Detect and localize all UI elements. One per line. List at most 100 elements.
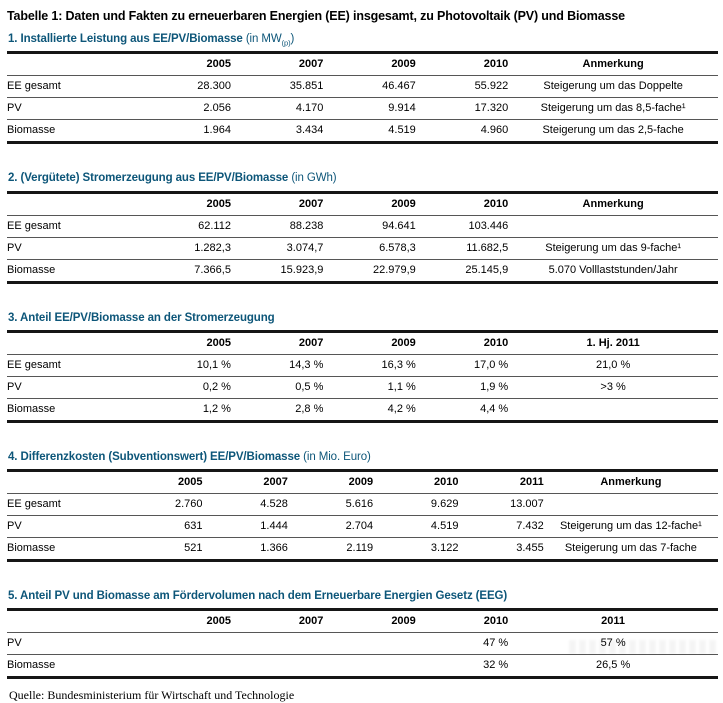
value-cell: 17.320	[474, 102, 509, 115]
value-cell: 2.704	[345, 520, 374, 533]
section-heading-unit: (in GWh)	[288, 172, 336, 184]
section-heading-text: 4. Differenzkosten (Subventionswert) EE/…	[8, 450, 301, 463]
value-cell: 11.682,5	[466, 241, 509, 254]
row-label: Biomasse	[7, 542, 56, 555]
value-cell: 9.629	[430, 498, 459, 511]
header-cell-year: 2007	[298, 58, 324, 71]
header-cell-year: 2010	[483, 615, 509, 628]
row-label: PV	[7, 637, 22, 650]
value-cell: 4.960	[480, 124, 509, 137]
header-row: 2005 2007 2009 2010 2011	[7, 611, 718, 633]
header-row: 2005 2007 2009 2010 Anmerkung	[7, 54, 718, 76]
row-label: Biomasse	[7, 263, 56, 276]
section-heading-text: 1. Installierte Leistung aus EE/PV/Bioma…	[8, 33, 243, 45]
row-label: PV	[7, 380, 22, 393]
value-cell: 32 %	[483, 659, 509, 672]
value-cell: 28.300	[197, 80, 231, 93]
value-cell: 15.923,9	[280, 263, 324, 276]
header-cell	[7, 54, 139, 76]
value-cell: 1.964	[203, 124, 231, 137]
value-cell	[139, 633, 231, 655]
header-cell-year: 2009	[348, 476, 374, 489]
header-cell-year: 2005	[206, 197, 231, 210]
data-table: 2005 2007 2009 2010 Anmerkung EE gesamt …	[7, 54, 718, 144]
value-cell: 4.528	[260, 498, 288, 511]
unit-subscript: (p)	[281, 38, 291, 48]
value-cell: 7.366,5	[194, 263, 231, 276]
value-cell: 4,2 %	[387, 402, 416, 415]
header-cell-year: 2007	[298, 615, 324, 628]
header-cell-year: 2010	[433, 476, 459, 489]
header-cell-year: 2009	[391, 197, 416, 210]
value-cell: 631	[184, 520, 203, 533]
value-cell: 9.914	[388, 102, 416, 115]
section-heading-text: 2. (Vergütete) Stromerzeugung aus EE/PV/…	[8, 172, 289, 185]
header-cell	[7, 333, 139, 355]
value-cell	[231, 633, 323, 655]
value-cell: 17,0 %	[473, 358, 509, 371]
header-cell-year: 2005	[206, 615, 231, 628]
header-cell-year: 2010	[483, 197, 509, 210]
header-cell	[7, 611, 139, 633]
value-cell: 46.467	[382, 80, 416, 93]
value-cell: 16,3 %	[381, 358, 416, 371]
header-cell-note: 1. Hj. 2011	[586, 336, 640, 349]
value-cell: 4.170	[295, 102, 324, 115]
value-cell: 1.444	[260, 520, 288, 533]
value-cell	[323, 655, 415, 678]
table-row: PV 47 % 57 %	[7, 633, 718, 655]
value-cell: 25.145,9	[465, 263, 509, 276]
data-table: 2005 2007 2009 2010 2011 Anmerkung EE ge…	[7, 472, 718, 562]
header-cell-year: 2009	[391, 336, 416, 349]
section-heading: 5. Anteil PV und Biomasse am Fördervolum…	[7, 590, 718, 612]
section-eeg-share: 5. Anteil PV und Biomasse am Fördervolum…	[7, 590, 718, 679]
value-cell: 0,2 %	[202, 380, 231, 393]
table-row: PV 2.056 4.170 9.914 17.320 Steigerung u…	[7, 98, 718, 120]
value-cell: 3.122	[430, 542, 459, 555]
note-cell: 5.070 Volllaststunden/Jahr	[548, 263, 678, 276]
value-cell: 3.074,7	[286, 241, 324, 254]
value-cell: 2.119	[346, 542, 374, 555]
value-cell: 1.282,3	[194, 241, 231, 254]
header-cell-year: 2005	[178, 476, 203, 489]
table-row: EE gesamt 62.112 88.238 94.641 103.446	[7, 215, 718, 238]
value-cell	[323, 633, 415, 655]
section-heading-unit: (in Mio. Euro)	[300, 451, 371, 463]
row-label: Biomasse	[7, 124, 56, 137]
header-row: 2005 2007 2009 2010 2011 Anmerkung	[7, 472, 718, 494]
section-share-generation: 3. Anteil EE/PV/Biomasse an der Stromerz…	[7, 312, 718, 423]
header-cell-year: 2011	[601, 615, 626, 628]
note-cell	[544, 494, 718, 516]
table-row: EE gesamt 10,1 % 14,3 % 16,3 % 17,0 % 21…	[7, 354, 718, 377]
note-cell: >3 %	[600, 380, 626, 393]
row-label: EE gesamt	[7, 219, 61, 232]
table-row: EE gesamt 28.300 35.851 46.467 55.922 St…	[7, 76, 718, 98]
value-cell: 0,5 %	[295, 380, 324, 393]
row-label: Biomasse	[7, 659, 56, 672]
table-row: Biomasse 32 % 26,5 %	[7, 655, 718, 678]
note-cell	[508, 398, 718, 421]
header-cell-year: 2009	[391, 615, 416, 628]
value-cell: 14,3 %	[289, 358, 324, 371]
row-label: Biomasse	[7, 402, 56, 415]
section-heading: 1. Installierte Leistung aus EE/PV/Bioma…	[7, 33, 718, 55]
header-cell-year: 2007	[298, 197, 324, 210]
unit-text: (in GWh)	[288, 172, 337, 185]
header-cell	[7, 472, 117, 494]
note-cell	[508, 215, 718, 237]
unit-text-close: )	[290, 33, 295, 45]
value-cell: 2,8 %	[295, 402, 324, 415]
header-row: 2005 2007 2009 2010 1. Hj. 2011	[7, 333, 718, 355]
value-cell: 13.007	[510, 498, 544, 511]
table-row: Biomasse 1,2 % 2,8 % 4,2 % 4,4 %	[7, 398, 718, 422]
value-cell: 57 %	[600, 637, 626, 650]
value-cell: 22.979,9	[372, 263, 416, 276]
value-cell: 1,2 %	[202, 402, 231, 415]
row-label: EE gesamt	[7, 498, 61, 511]
value-cell	[139, 655, 231, 678]
section-heading-text: 3. Anteil EE/PV/Biomasse an der Stromerz…	[8, 311, 275, 324]
section-heading-unit: (in MW(p))	[243, 33, 295, 48]
value-cell: 5.616	[345, 498, 374, 511]
note-cell: Steigerung um das 7-fache	[564, 542, 697, 555]
